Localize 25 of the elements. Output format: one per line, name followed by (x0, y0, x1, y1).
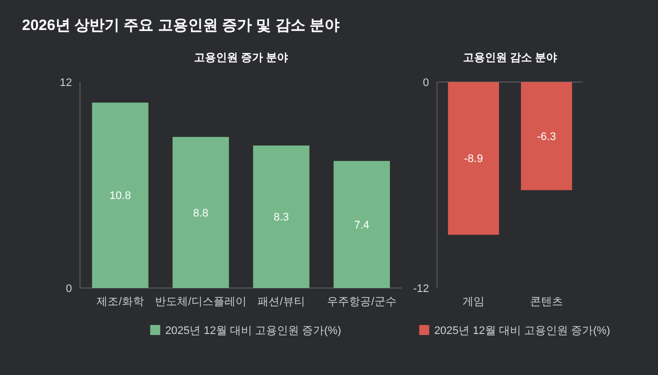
data-label: 8.8 (193, 207, 208, 220)
legend-label: 2025년 12월 대비 고용인원 증가(%) (165, 324, 342, 337)
bar (92, 102, 148, 288)
x-tick-label: 콘텐츠 (530, 296, 563, 308)
x-tick-label: 패션/뷰티 (258, 296, 305, 308)
bar (172, 136, 229, 288)
bar (334, 160, 390, 288)
bar (253, 146, 310, 288)
y-tick-label: 12 (60, 76, 72, 89)
x-tick-label: 우주항공/군수 (327, 296, 396, 308)
data-label: 7.4 (354, 219, 370, 232)
data-label: -6.3 (537, 130, 556, 143)
chart-subtitle: 고용인원 감소 분야 (462, 52, 558, 64)
y-tick-label: -12 (413, 282, 429, 295)
data-label: -8.9 (464, 153, 483, 166)
x-tick-label: 제조/화학 (96, 296, 144, 308)
y-tick-label: 0 (422, 76, 429, 89)
data-label: 8.3 (274, 212, 289, 224)
chart-subtitle: 고용인원 증가 분야 (194, 52, 288, 64)
x-tick-label: 반도체/디스플레이 (155, 296, 246, 308)
y-tick-label: 0 (66, 282, 72, 295)
chart-title: 2026년 상반기 주요 고용인원 증가 및 감소 분야 (22, 17, 340, 34)
data-label: 10.8 (110, 190, 131, 202)
legend-label: 2025년 12월 대비 고용인원 증가(%) (434, 324, 610, 337)
x-tick-label: 게임 (462, 296, 484, 308)
